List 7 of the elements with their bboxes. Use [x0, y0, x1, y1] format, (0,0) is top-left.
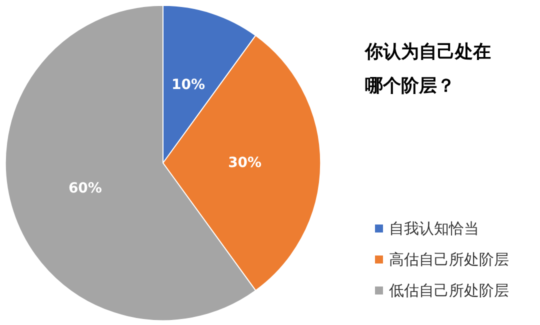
text: 你认为自己处在哪个阶层？	[364, 42, 491, 96]
data-label: 60%	[68, 180, 102, 196]
data-label: 10%	[172, 77, 206, 94]
legend-label: 高估自己所处阶层	[389, 250, 509, 268]
data-label: 30%	[228, 155, 262, 171]
legend-label: 低估自己所处阶层	[389, 282, 509, 300]
legend-label: 自我认知恰当	[389, 220, 479, 238]
